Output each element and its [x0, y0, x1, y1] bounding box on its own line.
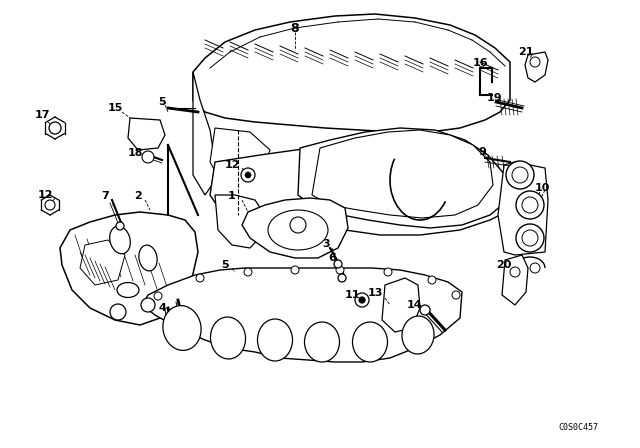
Circle shape — [45, 200, 55, 210]
Text: 2: 2 — [134, 191, 142, 201]
Polygon shape — [193, 14, 510, 132]
Circle shape — [452, 291, 460, 299]
Text: 10: 10 — [534, 183, 550, 193]
Text: 15: 15 — [108, 103, 123, 113]
Polygon shape — [498, 162, 548, 255]
Circle shape — [116, 222, 124, 230]
Ellipse shape — [117, 283, 139, 297]
Polygon shape — [242, 198, 348, 258]
Ellipse shape — [163, 306, 201, 350]
Ellipse shape — [109, 226, 131, 254]
Circle shape — [291, 266, 299, 274]
Text: 12: 12 — [37, 190, 52, 200]
Circle shape — [245, 172, 251, 178]
Text: 13: 13 — [367, 288, 383, 298]
Polygon shape — [142, 268, 462, 362]
Ellipse shape — [353, 322, 387, 362]
Circle shape — [384, 268, 392, 276]
Circle shape — [49, 122, 61, 134]
Ellipse shape — [305, 322, 339, 362]
Ellipse shape — [257, 319, 292, 361]
Text: 16: 16 — [472, 58, 488, 68]
Polygon shape — [193, 72, 215, 195]
Polygon shape — [210, 148, 510, 235]
Circle shape — [241, 168, 255, 182]
Text: 1: 1 — [228, 191, 236, 201]
Circle shape — [338, 274, 346, 282]
Circle shape — [141, 298, 155, 312]
Circle shape — [110, 304, 126, 320]
Text: 5: 5 — [221, 260, 229, 270]
Text: 9: 9 — [478, 147, 486, 157]
Text: 17: 17 — [35, 110, 50, 120]
Circle shape — [334, 260, 342, 268]
Circle shape — [154, 292, 162, 300]
Text: 3: 3 — [322, 239, 330, 249]
Text: 19: 19 — [486, 93, 502, 103]
Text: 20: 20 — [496, 260, 512, 270]
Polygon shape — [80, 240, 125, 285]
Text: 18: 18 — [127, 148, 143, 158]
Polygon shape — [215, 195, 265, 248]
Ellipse shape — [139, 245, 157, 271]
Text: 21: 21 — [518, 47, 534, 57]
Polygon shape — [298, 128, 508, 228]
Polygon shape — [60, 212, 198, 325]
Polygon shape — [210, 128, 270, 185]
Text: 5: 5 — [158, 97, 166, 107]
Ellipse shape — [211, 317, 246, 359]
Text: 4: 4 — [158, 303, 166, 313]
Polygon shape — [128, 118, 165, 150]
Polygon shape — [312, 130, 493, 218]
Text: 12: 12 — [224, 160, 240, 170]
Circle shape — [336, 266, 344, 274]
Circle shape — [420, 305, 430, 315]
Circle shape — [244, 268, 252, 276]
Polygon shape — [502, 255, 528, 305]
Polygon shape — [525, 52, 548, 82]
Text: 11: 11 — [344, 290, 360, 300]
Circle shape — [530, 263, 540, 273]
Circle shape — [196, 274, 204, 282]
Circle shape — [359, 297, 365, 303]
Ellipse shape — [402, 316, 434, 354]
Text: 8: 8 — [291, 22, 300, 34]
Circle shape — [290, 217, 306, 233]
Circle shape — [516, 224, 544, 252]
Circle shape — [142, 151, 154, 163]
Circle shape — [522, 230, 538, 246]
Circle shape — [428, 276, 436, 284]
Polygon shape — [382, 278, 420, 332]
Text: 7: 7 — [101, 191, 109, 201]
Circle shape — [510, 267, 520, 277]
Circle shape — [530, 57, 540, 67]
Ellipse shape — [268, 210, 328, 250]
Circle shape — [506, 161, 534, 189]
Circle shape — [522, 197, 538, 213]
Circle shape — [355, 293, 369, 307]
Text: 6: 6 — [328, 253, 336, 263]
Circle shape — [516, 191, 544, 219]
Text: 14: 14 — [407, 300, 423, 310]
Text: C0S0C457: C0S0C457 — [558, 423, 598, 432]
Circle shape — [512, 167, 528, 183]
